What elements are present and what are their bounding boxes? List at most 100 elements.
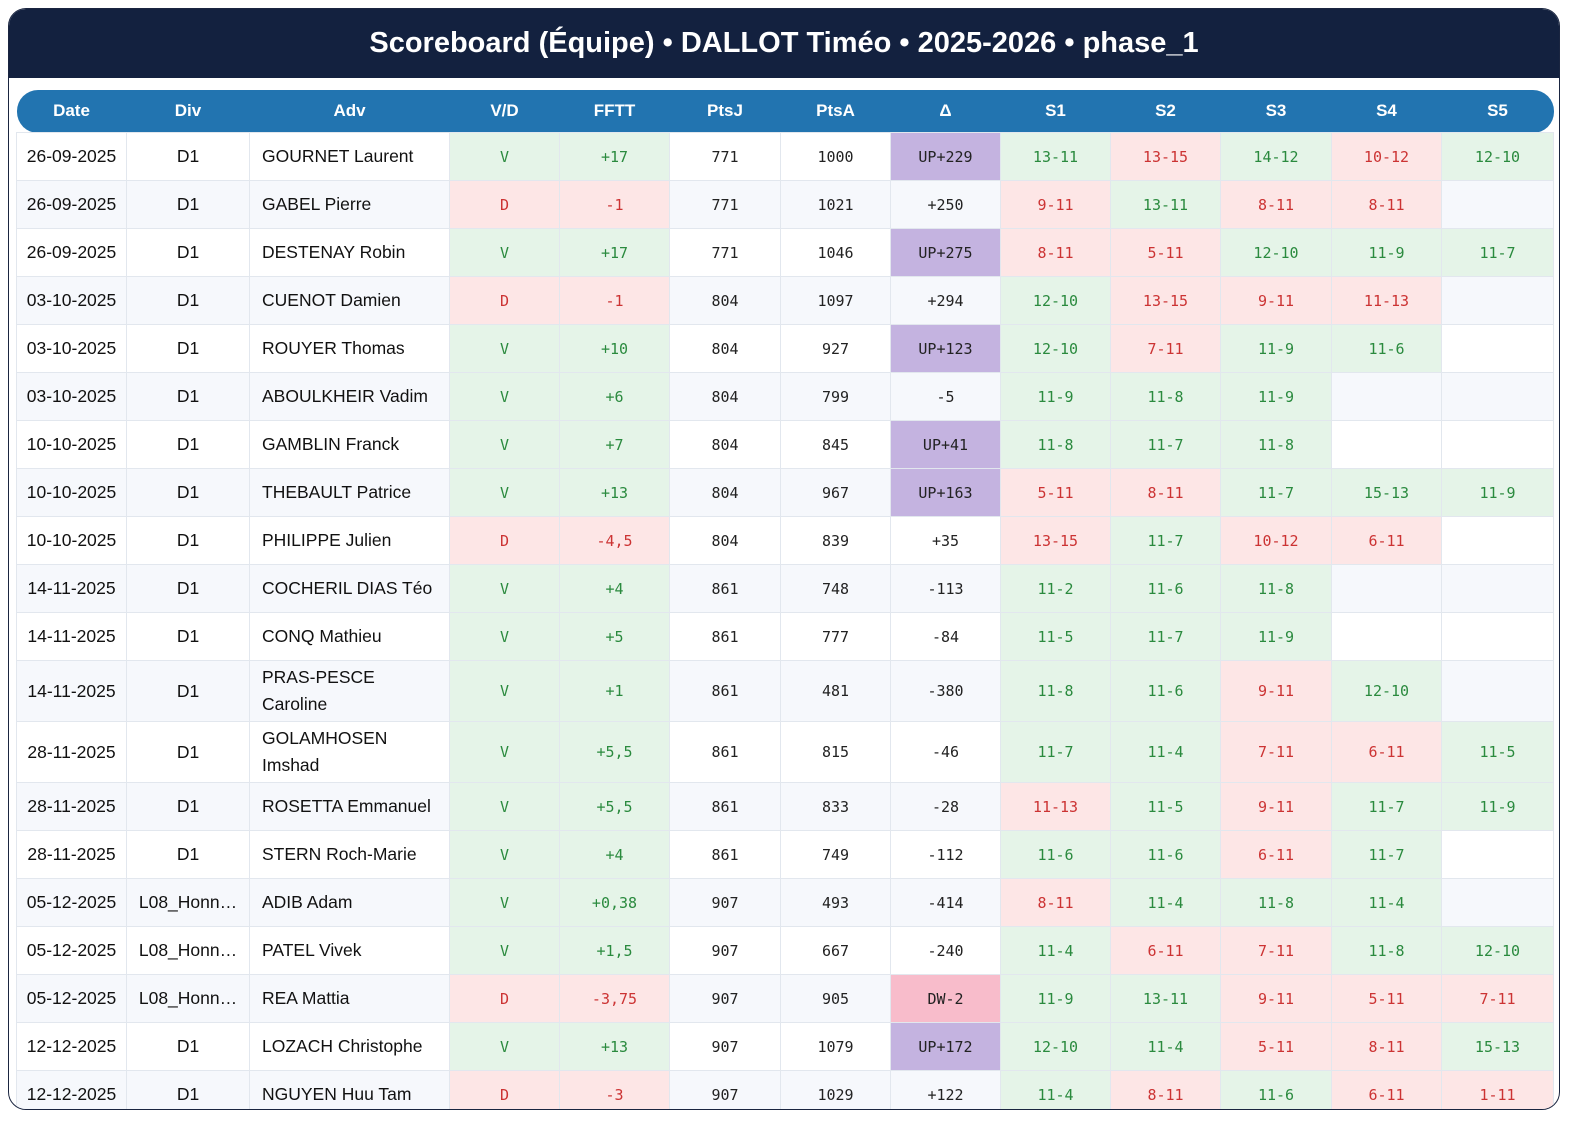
table-cell: V <box>449 660 560 722</box>
table-cell: 481 <box>780 660 891 722</box>
table-cell: 1046 <box>780 228 891 277</box>
table-cell: 11-4 <box>1000 926 1111 975</box>
table-cell: 9-11 <box>1220 276 1332 325</box>
table-cell <box>1441 372 1554 421</box>
table-cell: 10-12 <box>1331 132 1442 181</box>
table-row: 14-11-2025 D1 COCHERIL DIAS Téo V +4 861 748 -1… <box>16 564 1554 613</box>
table-cell: 1000 <box>780 132 891 181</box>
table-cell: 11-8 <box>1000 420 1111 469</box>
table-cell: D <box>449 276 560 325</box>
opponent-cell: LOZACH Christophe <box>249 1022 450 1071</box>
table-cell: 11-13 <box>1000 782 1111 831</box>
table-cell: 13-15 <box>1110 132 1221 181</box>
table-cell: L08_Honn… <box>126 926 250 975</box>
table-cell: +294 <box>890 276 1001 325</box>
table-cell: DW-2 <box>890 974 1001 1023</box>
table-cell: 11-8 <box>1000 660 1111 722</box>
table-row: 03-10-2025 D1 CUENOT Damien D -1 804 1097 +294 1… <box>16 276 1554 325</box>
table-cell: 7-11 <box>1110 324 1221 373</box>
table-cell: -5 <box>890 372 1001 421</box>
table-cell: D1 <box>126 1070 250 1109</box>
table-row: 26-09-2025 D1 GOURNET Laurent V +17 771 1000 UP… <box>16 132 1554 181</box>
table-cell: 12-12-2025 <box>16 1070 127 1109</box>
table-cell: 6-11 <box>1331 1070 1442 1109</box>
table-cell: 1029 <box>780 1070 891 1109</box>
table-cell: 10-10-2025 <box>16 516 127 565</box>
table-cell: 9-11 <box>1220 660 1332 722</box>
table-cell: 05-12-2025 <box>16 878 127 927</box>
table-cell: +5,5 <box>559 782 670 831</box>
table-cell: 1097 <box>780 276 891 325</box>
table-cell: 26-09-2025 <box>16 132 127 181</box>
opponent-cell: PHILIPPE Julien <box>249 516 450 565</box>
table-body: 26-09-2025 D1 GOURNET Laurent V +17 771 1000 UP… <box>16 132 1554 1109</box>
table-cell: D1 <box>126 660 250 722</box>
table-cell: V <box>449 564 560 613</box>
table-cell: 11-9 <box>1220 372 1332 421</box>
table-cell: 15-13 <box>1331 468 1442 517</box>
table-cell: 12-10 <box>1441 132 1554 181</box>
column-header: S5 <box>1441 90 1554 133</box>
column-header: FFTT <box>559 90 670 133</box>
table-cell: 26-09-2025 <box>16 180 127 229</box>
table-cell: D <box>449 974 560 1023</box>
table-row: 26-09-2025 D1 DESTENAY Robin V +17 771 1046 UP+… <box>16 228 1554 277</box>
table-cell: 804 <box>669 468 781 517</box>
table-cell: 11-7 <box>1220 468 1332 517</box>
table-cell: 28-11-2025 <box>16 721 127 783</box>
table-cell: 804 <box>669 372 781 421</box>
table-cell: 771 <box>669 180 781 229</box>
table-cell: 13-15 <box>1000 516 1111 565</box>
table-cell: 804 <box>669 276 781 325</box>
column-header: S3 <box>1220 90 1332 133</box>
table-cell: 11-8 <box>1220 564 1332 613</box>
table-cell: 905 <box>780 974 891 1023</box>
table-cell: 11-6 <box>1220 1070 1332 1109</box>
title: Scoreboard (Équipe) • DALLOT Timéo • 202… <box>369 27 1199 59</box>
table-cell: 845 <box>780 420 891 469</box>
opponent-cell: PATEL Vivek <box>249 926 450 975</box>
table-cell: 12-10 <box>1220 228 1332 277</box>
header-row: Date Div Adv V/D FFTT PtsJ PtsA Δ S1 S2 S3 S4 S5 <box>16 90 1554 133</box>
table-cell: 9-11 <box>1000 180 1111 229</box>
table-cell: +6 <box>559 372 670 421</box>
table-cell: -240 <box>890 926 1001 975</box>
table-cell: 8-11 <box>1000 878 1111 927</box>
table-cell: +17 <box>559 228 670 277</box>
table-cell: +250 <box>890 180 1001 229</box>
table-cell: -1 <box>559 276 670 325</box>
table-cell <box>1441 660 1554 722</box>
table-cell: 12-10 <box>1000 1022 1111 1071</box>
table-cell: 11-6 <box>1110 660 1221 722</box>
table-cell: 11-9 <box>1441 782 1554 831</box>
opponent-cell: PRAS-PESCE Caroline <box>249 660 450 722</box>
opponent-cell: ADIB Adam <box>249 878 450 927</box>
table-cell: D1 <box>126 721 250 783</box>
table-cell: V <box>449 372 560 421</box>
table-cell: 8-11 <box>1110 468 1221 517</box>
opponent-cell: STERN Roch-Marie <box>249 830 450 879</box>
table-cell: V <box>449 1022 560 1071</box>
table-row: 28-11-2025 D1 GOLAMHOSEN Imshad V +5,5 861 815… <box>16 721 1554 783</box>
opponent-cell: GOURNET Laurent <box>249 132 450 181</box>
table-cell: 771 <box>669 132 781 181</box>
table-cell <box>1331 372 1442 421</box>
table-cell: -46 <box>890 721 1001 783</box>
table-cell: 7-11 <box>1220 721 1332 783</box>
table-cell <box>1441 878 1554 927</box>
table-cell: 5-11 <box>1331 974 1442 1023</box>
table-row: 14-11-2025 D1 CONQ Mathieu V +5 861 777 -84 11-5… <box>16 612 1554 661</box>
table-cell: 13-11 <box>1110 974 1221 1023</box>
table-cell: -28 <box>890 782 1001 831</box>
table-cell: D <box>449 1070 560 1109</box>
table-cell: V <box>449 132 560 181</box>
table-cell: UP+41 <box>890 420 1001 469</box>
table-row: 26-09-2025 D1 GABEL Pierre D -1 771 1021 +250 9-… <box>16 180 1554 229</box>
table-cell: 8-11 <box>1110 1070 1221 1109</box>
table-cell: 1-11 <box>1441 1070 1554 1109</box>
table-cell: 28-11-2025 <box>16 830 127 879</box>
table-cell: 11-2 <box>1000 564 1111 613</box>
table-cell: 493 <box>780 878 891 927</box>
table-cell: 13-11 <box>1000 132 1111 181</box>
table-cell: 11-8 <box>1331 926 1442 975</box>
